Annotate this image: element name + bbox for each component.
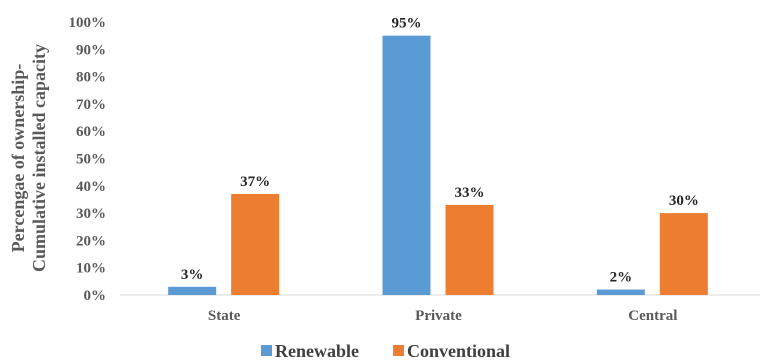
category-label: Private xyxy=(415,308,462,324)
y-tick-label: 50% xyxy=(76,152,106,168)
data-label: 30% xyxy=(669,193,699,209)
legend-label-conventional: Conventional xyxy=(407,341,510,361)
bar-conventional-state xyxy=(231,193,280,295)
data-label: 33% xyxy=(455,185,485,201)
y-tick-label: 80% xyxy=(76,70,106,86)
y-tick-label: 0% xyxy=(84,288,107,304)
y-tick-label: 10% xyxy=(76,261,106,277)
legend: Renewable Conventional xyxy=(261,341,510,361)
category-labels: State Private Central xyxy=(208,308,677,324)
y-tick-label: 70% xyxy=(76,97,106,113)
bar-conventional-central xyxy=(659,213,708,295)
y-tick-label: 100% xyxy=(69,15,107,31)
y-axis-title-line-1: Percengae of ownership- xyxy=(8,64,28,253)
data-label: 3% xyxy=(181,267,204,283)
y-tick-label: 60% xyxy=(76,124,106,140)
y-tick-label: 30% xyxy=(76,206,106,222)
data-label: 37% xyxy=(240,174,270,190)
bar-renewable-central xyxy=(596,289,645,295)
category-label: Central xyxy=(628,308,677,324)
bar-renewable-private xyxy=(382,35,431,296)
data-labels: 3% 95% 2% 37% 33% 30% xyxy=(181,16,699,286)
bar-renewable-state xyxy=(168,286,217,295)
legend-label-renewable: Renewable xyxy=(275,341,359,361)
bars xyxy=(168,35,708,296)
y-axis-ticks: 0% 10% 20% 30% 40% 50% 60% 70% 80% 90% 100% xyxy=(69,15,107,304)
y-axis-title-line-2: Cumulative installed capacity xyxy=(29,44,49,272)
data-label: 95% xyxy=(392,16,422,32)
bar-conventional-private xyxy=(445,204,494,295)
legend-swatch-renewable xyxy=(261,345,272,356)
category-label: State xyxy=(208,308,241,324)
y-axis-title: Percengae of ownership- Cumulative insta… xyxy=(8,44,49,272)
y-tick-label: 40% xyxy=(76,179,106,195)
y-tick-label: 20% xyxy=(76,233,106,249)
y-tick-label: 90% xyxy=(76,42,106,58)
legend-swatch-conventional xyxy=(393,345,404,356)
data-label: 2% xyxy=(610,270,633,286)
